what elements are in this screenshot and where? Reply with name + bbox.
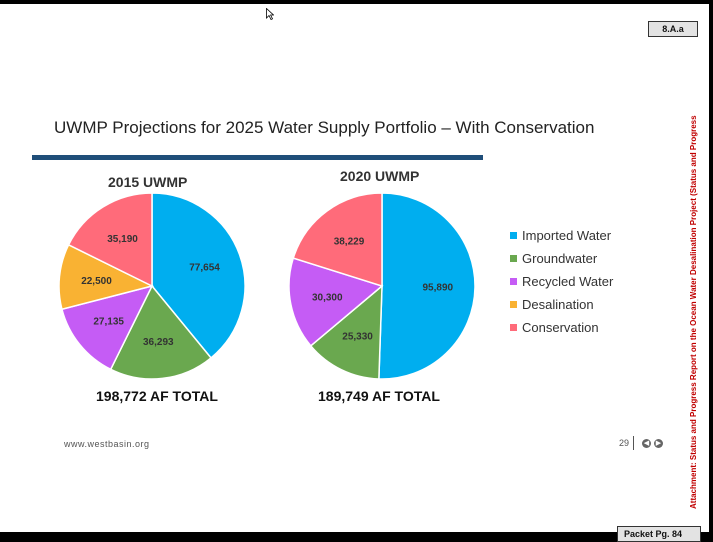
- legend-swatch: [510, 324, 517, 331]
- slide-title: UWMP Projections for 2025 Water Supply P…: [54, 118, 595, 137]
- attachment-side-text: Attachment: Status and Progress Report o…: [689, 115, 698, 509]
- legend-item-groundwater: Groundwater: [510, 247, 613, 270]
- footer-url: www.westbasin.org: [64, 439, 150, 449]
- legend-swatch: [510, 255, 517, 262]
- window-edge: [709, 0, 713, 532]
- chart-title-2020: 2020 UWMP: [340, 168, 420, 184]
- title-underline: [32, 155, 483, 160]
- chart-title-2015: 2015 UWMP: [108, 174, 188, 190]
- legend-item-recycled: Recycled Water: [510, 270, 613, 293]
- legend-label: Imported Water: [522, 228, 612, 243]
- page-separator: [633, 436, 634, 450]
- pie-slice-conservation: [67, 192, 153, 288]
- prev-slide-icon[interactable]: ◀: [642, 439, 651, 448]
- chart-legend: Imported Water Groundwater Recycled Wate…: [510, 224, 613, 339]
- mouse-cursor-icon: [266, 8, 274, 20]
- pie-slice-desalination: [58, 243, 155, 311]
- pie-data-label: 38,229: [334, 237, 365, 248]
- legend-item-imported: Imported Water: [510, 224, 613, 247]
- legend-swatch: [510, 301, 517, 308]
- legend-label: Groundwater: [522, 251, 598, 266]
- pie-chart-2015: 77,654 36,293 27,135 22,500 35,190: [58, 192, 246, 380]
- legend-label: Recycled Water: [522, 274, 614, 289]
- legend-item-conservation: Conservation: [510, 316, 613, 339]
- attachment-tag: 8.A.a: [648, 21, 698, 37]
- packet-page-label: Packet Pg. 84: [617, 526, 701, 542]
- legend-label: Desalination: [522, 297, 594, 312]
- pie-slice-imported-water: [378, 192, 476, 380]
- next-slide-icon[interactable]: ▶: [654, 439, 663, 448]
- pie-slice-conservation: [292, 192, 383, 288]
- pie-data-label: 95,890: [422, 282, 453, 293]
- legend-swatch: [510, 232, 517, 239]
- pie-data-label: 36,293: [143, 337, 174, 348]
- legend-label: Conservation: [522, 320, 599, 335]
- page-number: 29: [619, 438, 630, 448]
- pie-slice-recycled-water: [288, 257, 384, 347]
- legend-item-desalination: Desalination: [510, 293, 613, 316]
- pie-chart-2020: 95,890 25,330 30,300 38,229: [288, 192, 476, 380]
- document-page: 8.A.a UWMP Projections for 2025 Water Su…: [0, 4, 709, 542]
- total-2015: 198,772 AF TOTAL: [96, 388, 218, 404]
- pie-data-label: 27,135: [93, 317, 124, 328]
- total-2020: 189,749 AF TOTAL: [318, 388, 440, 404]
- pie-slice-groundwater: [109, 284, 213, 380]
- pie-data-label: 22,500: [81, 276, 112, 287]
- pie-data-label: 35,190: [107, 234, 138, 245]
- pie-data-label: 30,300: [312, 292, 343, 303]
- legend-swatch: [510, 278, 517, 285]
- pie-slice-recycled-water: [61, 284, 154, 371]
- pie-data-label: 25,330: [342, 332, 373, 343]
- pie-slice-imported-water: [151, 192, 246, 359]
- pie-slice-groundwater: [309, 284, 383, 380]
- pie-data-label: 77,654: [189, 263, 220, 274]
